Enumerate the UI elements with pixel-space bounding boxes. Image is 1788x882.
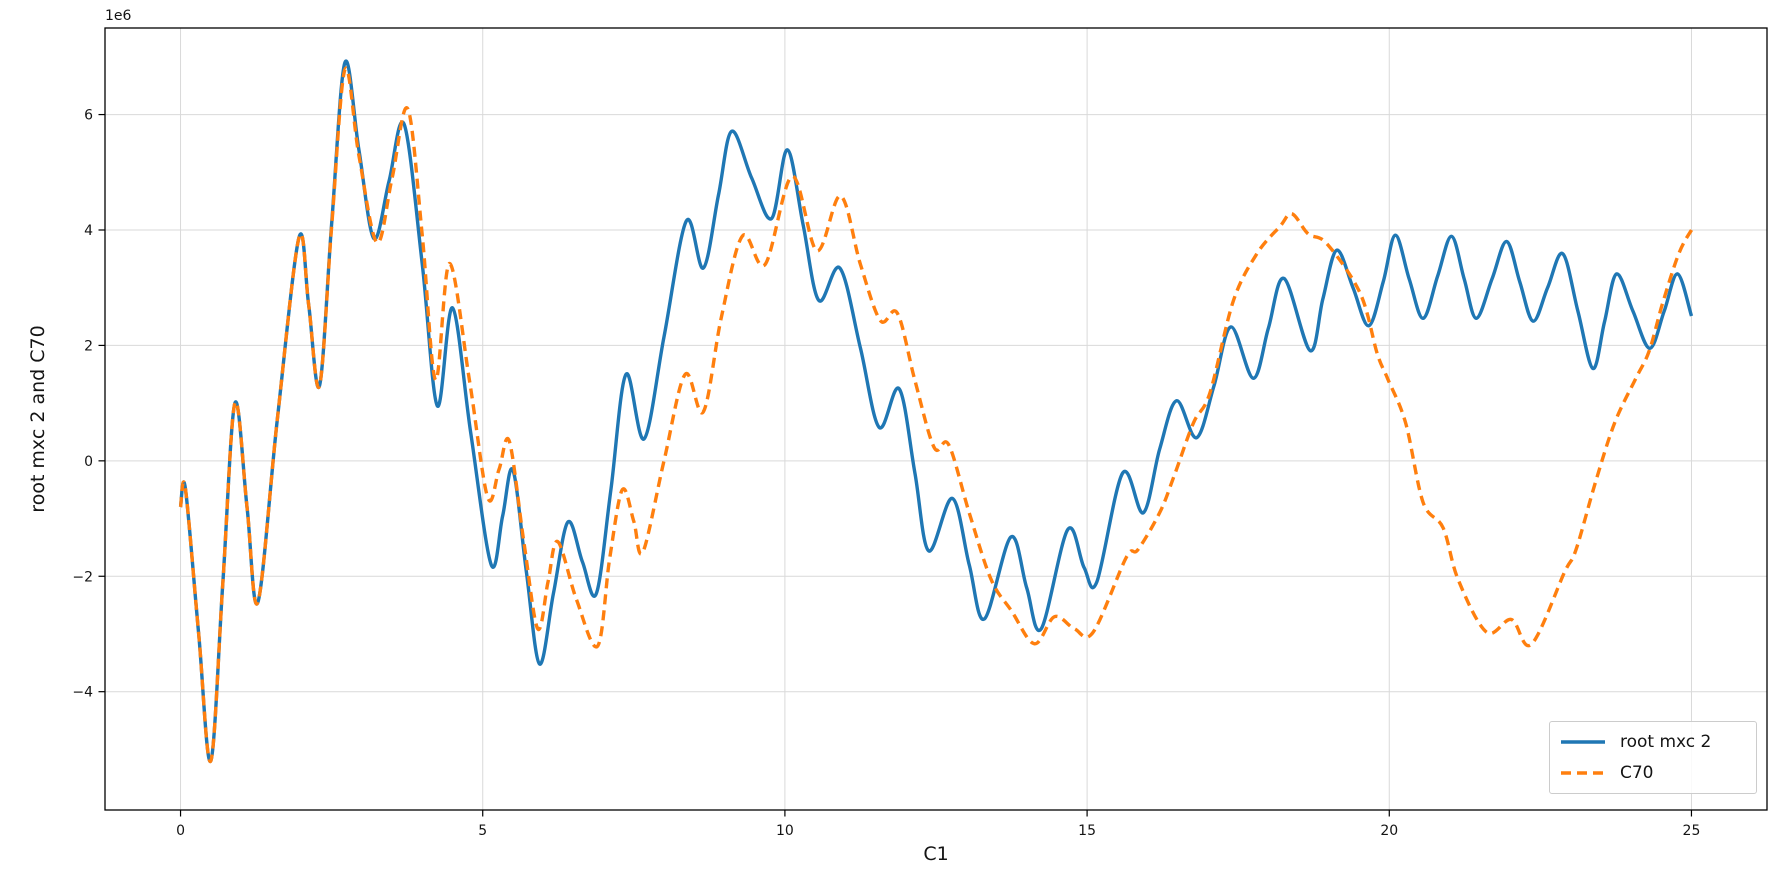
gridlines	[105, 28, 1767, 810]
x-tick-label: 0	[176, 823, 185, 839]
y-tick-label: −4	[72, 685, 93, 701]
x-tick-label: 20	[1380, 823, 1398, 839]
x-tick-label: 25	[1683, 823, 1701, 839]
x-tick-label: 10	[776, 823, 794, 839]
y-tick-label: 0	[84, 454, 93, 470]
x-tick-label: 5	[478, 823, 487, 839]
legend-label-c70: C70	[1620, 763, 1654, 784]
legend-entry-root-mxc-2: root mxc 2	[1560, 727, 1746, 757]
y-tick-label: 6	[84, 108, 93, 124]
legend-dashed-line-icon	[1561, 771, 1605, 775]
series-line-c70	[178, 66, 1693, 763]
y-ticks: −4 −2 0 2 4 6	[72, 108, 105, 701]
legend-solid-line-icon	[1561, 740, 1605, 744]
x-axis-label: C1	[923, 843, 948, 865]
legend-entry-c70: C70	[1560, 758, 1746, 788]
y-tick-label: 2	[84, 338, 93, 354]
x-ticks: 0 5 10 15 20 25	[176, 810, 1700, 839]
x-tick-label: 15	[1078, 823, 1096, 839]
series-lines	[178, 59, 1694, 763]
series-line-root-mxc-2	[178, 59, 1694, 763]
legend: root mxc 2 C70	[1549, 721, 1757, 794]
y-tick-label: 4	[84, 223, 93, 239]
y-axis-label: root mxc 2 and C70	[27, 325, 49, 512]
y-tick-label: −2	[72, 569, 93, 585]
legend-label-root-mxc-2: root mxc 2	[1620, 731, 1712, 752]
plot-border	[104, 27, 1768, 811]
offset-text: 1e6	[105, 8, 132, 24]
